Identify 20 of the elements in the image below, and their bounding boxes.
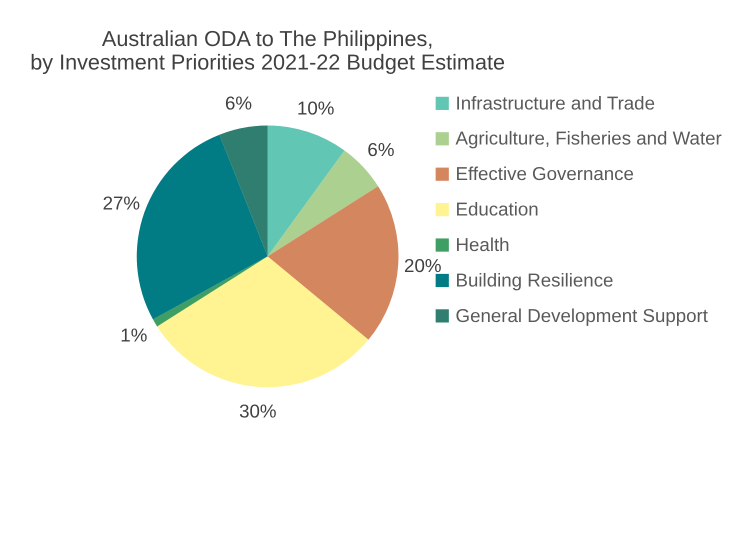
pie-slice xyxy=(268,186,398,340)
data-label: 1% xyxy=(120,324,148,346)
legend-label: Infrastructure and Trade xyxy=(456,92,655,114)
data-label: 6% xyxy=(367,138,394,160)
data-label: 27% xyxy=(102,192,140,214)
pie-slice xyxy=(219,126,268,256)
legend-label: General Development Support xyxy=(456,304,709,326)
pie-slice xyxy=(152,256,268,326)
legend-label: Health xyxy=(456,234,510,255)
data-label: 30% xyxy=(239,400,277,422)
data-label: 20% xyxy=(404,255,442,276)
chart-title: Australian ODA to The Philippines, by Investment Priorities 2021-22 Budget Estimate xyxy=(30,26,506,74)
data-label: 6% xyxy=(224,92,252,114)
pie-slice xyxy=(268,126,345,256)
legend-label: Agriculture, Fisheries and Water xyxy=(456,128,722,149)
data-label: 10% xyxy=(296,97,334,118)
legend-label: Education xyxy=(456,198,539,220)
pie-slice xyxy=(157,256,368,388)
legend-label: Effective Governance xyxy=(456,163,634,184)
legend-label: Building Resilience xyxy=(456,269,614,290)
